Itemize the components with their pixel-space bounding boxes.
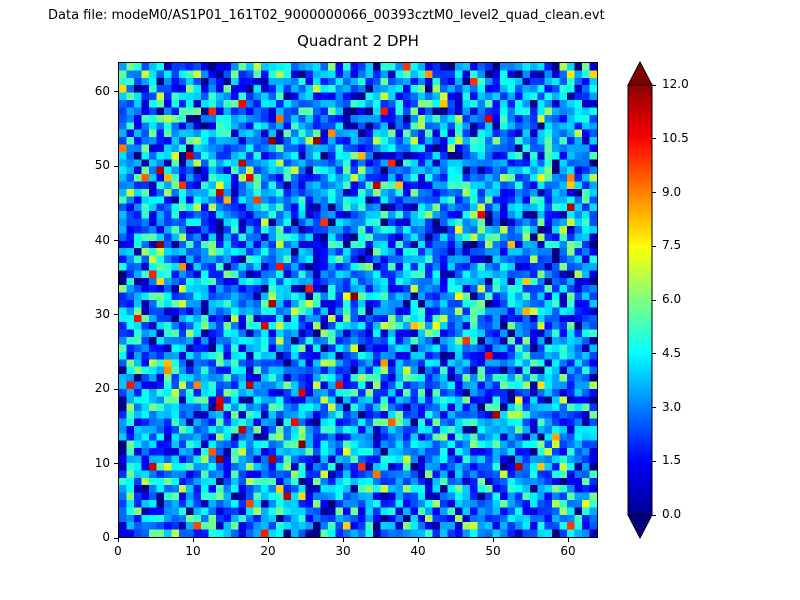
x-tick-mark: [492, 538, 494, 542]
colorbar-tick-label: 9.0: [662, 184, 682, 199]
colorbar-tick-label: 7.5: [662, 238, 682, 253]
heatmap-plot-area: [118, 62, 598, 538]
y-tick-label: 30: [94, 306, 110, 321]
colorbar-over-arrow: [627, 60, 653, 86]
y-tick-mark: [114, 463, 118, 465]
plot-title: Quadrant 2 DPH: [297, 32, 419, 50]
colorbar-tick-mark: [652, 460, 656, 462]
x-tick-label: 30: [335, 544, 351, 558]
x-tick-mark: [342, 538, 344, 542]
colorbar-tick-label: 10.5: [662, 130, 689, 145]
x-tick-label: 0: [114, 544, 122, 558]
y-tick-mark: [114, 388, 118, 390]
datafile-label: Data file: modeM0/AS1P01_161T02_90000000…: [48, 8, 605, 23]
y-tick-mark: [114, 537, 118, 539]
colorbar-tick-mark: [652, 84, 656, 86]
x-tick-label: 10: [185, 544, 201, 558]
x-tick-label: 40: [410, 544, 426, 558]
x-tick-mark: [267, 538, 269, 542]
colorbar-tick-mark: [652, 514, 656, 516]
heatmap-image: [119, 63, 597, 537]
x-tick-mark: [567, 538, 569, 542]
y-tick-label: 60: [94, 83, 110, 98]
y-tick-label: 20: [94, 381, 110, 396]
colorbar-tick-label: 12.0: [662, 77, 689, 91]
y-tick-label: 40: [94, 232, 110, 247]
y-tick-mark: [114, 314, 118, 316]
colorbar-under-arrow: [627, 514, 653, 540]
colorbar-tick-mark: [652, 299, 656, 301]
colorbar-tick-mark: [652, 245, 656, 247]
x-tick-label: 20: [260, 544, 276, 558]
y-tick-mark: [114, 165, 118, 167]
colorbar-tick-mark: [652, 407, 656, 408]
colorbar-tick-label: 3.0: [662, 399, 682, 414]
colorbar-tick-mark: [652, 192, 656, 193]
x-tick-mark: [192, 538, 194, 542]
x-tick-mark: [417, 538, 419, 542]
y-tick-mark: [114, 91, 118, 93]
colorbar-tick-label: 0.0: [662, 507, 682, 521]
colorbar-tick-label: 1.5: [662, 453, 682, 468]
x-tick-label: 50: [485, 544, 501, 558]
colorbar-tick-label: 6.0: [662, 292, 682, 306]
y-tick-label: 10: [94, 455, 110, 470]
colorbar-tick-mark: [652, 138, 656, 140]
y-tick-label: 50: [94, 158, 110, 173]
colorbar-tick-mark: [652, 353, 656, 355]
colorbar-gradient-bar: [627, 84, 653, 516]
y-tick-mark: [114, 240, 118, 241]
colorbar-tick-label: 4.5: [662, 345, 682, 360]
x-tick-mark: [117, 538, 119, 542]
x-tick-label: 60: [560, 544, 576, 558]
y-tick-label: 0: [102, 530, 110, 544]
colorbar: [627, 60, 653, 540]
